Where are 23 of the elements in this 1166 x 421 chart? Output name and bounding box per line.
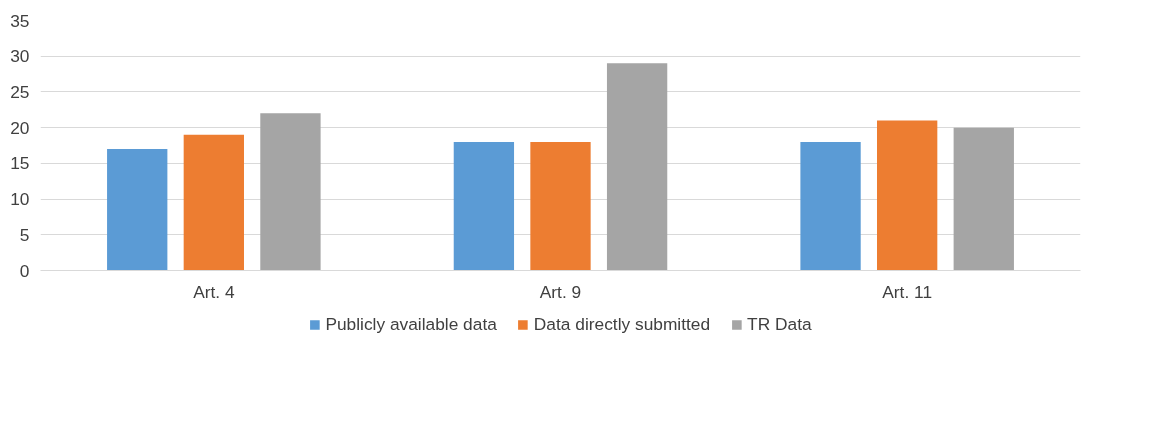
bar	[606, 63, 668, 271]
legend-label: Publicly available data	[325, 313, 497, 335]
bar	[877, 120, 938, 271]
y-tick-label: 20	[10, 117, 30, 138]
y-tick-label: 5	[19, 224, 30, 245]
y-tick-label: 30	[10, 46, 30, 67]
bar	[530, 141, 591, 271]
bar	[453, 141, 515, 271]
x-tick-label: Art. 9	[539, 281, 582, 302]
bar	[183, 134, 244, 271]
y-tick-label: 10	[10, 189, 30, 210]
legend-label: TR Data	[747, 313, 812, 335]
x-tick-label: Art. 11	[882, 281, 933, 302]
y-tick-label: 25	[10, 81, 30, 102]
bar	[107, 149, 168, 271]
bar	[260, 113, 321, 271]
bar	[953, 127, 1014, 271]
x-tick-label: Art. 4	[193, 281, 235, 302]
legend-label: Data directly submitted	[533, 313, 711, 335]
y-tick-label: 35	[10, 10, 30, 31]
y-tick-label: 0	[19, 260, 30, 281]
y-tick-label: 15	[10, 153, 30, 174]
bar	[800, 141, 861, 271]
